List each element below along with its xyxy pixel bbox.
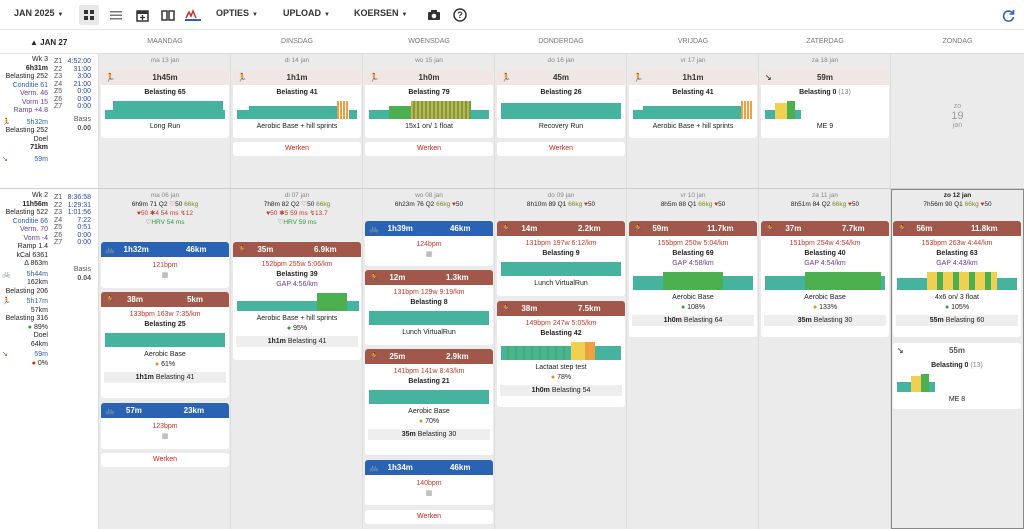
- help-icon[interactable]: ?: [450, 5, 470, 25]
- werken-button[interactable]: Werken: [233, 142, 361, 156]
- run-icon: 🏃: [105, 295, 115, 304]
- other-activity-icon: ↘: [765, 73, 772, 82]
- other-activity-icon: ↘: [2, 351, 8, 358]
- wellness-wed[interactable]: wo 08 jan 6h23m 76 Q2 66kg ♥50: [394, 192, 464, 208]
- day-header-wednesday: WOENSDAG: [408, 38, 450, 45]
- koersen-menu[interactable]: KOERSEN ▼: [354, 8, 408, 18]
- month-selector[interactable]: JAN 2025 ▼: [14, 8, 64, 18]
- werken-button[interactable]: Werken: [101, 453, 229, 467]
- werken-button[interactable]: Werken: [365, 142, 493, 156]
- week-summary-sidebar: Wk 3 6h31m Belasting 252 Conditie 61 Ver…: [0, 54, 99, 529]
- wellness-tue[interactable]: di 07 jan 7h8m 82 Q2 ♡50 66kg ♥50 ✱5 59 …: [263, 192, 331, 226]
- upload-menu[interactable]: UPLOAD ▼: [283, 8, 330, 18]
- day-date: do 16 jan: [547, 57, 575, 64]
- planned-workout-card[interactable]: 🏃 1h0m Belasting 79 15x1 on/ 1 float: [365, 70, 493, 138]
- activity-card-run[interactable]: 🏃 56m 11.8km 153bpm 263w 4:44/km Belasting…: [893, 221, 1021, 337]
- day-header-thursday: DONDERDAG: [538, 38, 584, 45]
- sunday-19-date: zo 19 jan: [951, 103, 964, 129]
- day-date: vr 17 jan: [680, 57, 706, 64]
- bike-icon: 🚲: [2, 270, 11, 278]
- planned-workout-card[interactable]: 🏃 1h1m Belasting 41 Aerobic Base + hill s…: [233, 70, 361, 138]
- list-view-icon[interactable]: [106, 5, 126, 25]
- wellness-mon[interactable]: ma 06 jan 6h9m 71 Q2 ♡50 66kg ♥50 ✱4 54 …: [131, 192, 199, 226]
- week-header: ▲ JAN 27 MAANDAG DINSDAG WOENSDAG DONDER…: [0, 30, 1024, 54]
- day-date: di 14 jan: [284, 57, 310, 64]
- activity-card-run[interactable]: 🏃 25m 2.9km 141bpm 141w 8:43/km Belasting …: [365, 349, 493, 455]
- week3-zone-times: 4:52:00 31:00 3:00 21:00 0:00 0:00 0:00: [67, 58, 91, 110]
- grid-view-icon[interactable]: [79, 5, 99, 25]
- other-activity-icon: ↘: [897, 346, 904, 355]
- activity-card-run[interactable]: 🏃 38m 7.5km 149bpm 247w 5:05/km Belasting …: [497, 301, 625, 407]
- planned-workout-card[interactable]: ↘ 55m Belasting 0 (13) ME 8: [893, 343, 1021, 409]
- activity-card-run[interactable]: 🏃 59m 11.7km 155bpm 250w 5:04/km Belasting…: [629, 221, 757, 337]
- activity-card-run[interactable]: 🏃 14m 2.2km 131bpm 197w 6:12/km Belasting …: [497, 221, 625, 296]
- check-icon: ●: [27, 323, 33, 331]
- day-header-monday: MAANDAG: [147, 38, 183, 45]
- svg-text:?: ?: [457, 10, 463, 20]
- options-menu[interactable]: OPTIES ▼: [216, 8, 258, 18]
- check-icon: ●: [154, 361, 160, 368]
- run-icon: 🏃: [2, 298, 11, 305]
- calendar-add-icon[interactable]: [132, 5, 152, 25]
- fail-icon: ●: [31, 359, 36, 367]
- activity-card-ride[interactable]: 🚲 1h39m 46km 124bpm ▦: [365, 221, 493, 266]
- activity-card-ride[interactable]: 🚲 1h32m 46km 121bpm ▦: [101, 242, 229, 288]
- toolbar: JAN 2025 ▼ OPTIES ▼ UPLOAD ▼ KOERSEN ▼ ?: [0, 0, 1024, 30]
- activity-card-run[interactable]: 🏃 37m 7.7km 151bpm 254w 4:54/km Belasting …: [761, 221, 889, 337]
- activity-card-run[interactable]: 🏃 38m 5km 133bpm 163w 7:35/km Belasting 25…: [101, 292, 229, 398]
- activity-card-ride[interactable]: 🚲 57m 23km 123bpm ▦: [101, 403, 229, 449]
- activity-card-ride[interactable]: 🚲 1h34m 46km 140bpm ▦: [365, 460, 493, 505]
- planned-workout-card[interactable]: 🏃 1h1m Belasting 41 Aerobic Base + hill s…: [629, 70, 757, 138]
- week3-summary[interactable]: Wk 3 6h31m Belasting 252 Conditie 61 Ver…: [2, 56, 48, 163]
- wellness-sun[interactable]: zo 12 jan 7h56m 90 Q1 66kg ♥50: [923, 192, 992, 208]
- map-icon: ▦: [161, 272, 169, 279]
- current-month-selector[interactable]: ▲ JAN 27: [30, 38, 68, 47]
- day-header-tuesday: DINSDAG: [281, 38, 313, 45]
- team-logo-icon[interactable]: [183, 5, 203, 25]
- planned-workout-card[interactable]: 🏃 45m Belasting 26 Recovery Run: [497, 70, 625, 138]
- day-date: za 18 jan: [811, 57, 839, 64]
- werken-button[interactable]: Werken: [365, 510, 493, 524]
- wellness-sat[interactable]: za 11 jan 8h51m 84 Q2 66kg ♥50: [790, 192, 860, 208]
- book-icon[interactable]: [158, 5, 178, 25]
- week2-zone-times: 8:36:58 1:29:31 1:01:56 7:22 0:51 0:00 0:00: [67, 194, 91, 246]
- planned-workout-card[interactable]: 🏃 1h45m Belasting 65 Long Run: [101, 70, 229, 138]
- werken-button[interactable]: Werken: [497, 142, 625, 156]
- week2-summary[interactable]: Wk 2 11h56m Belasting 522 Conditie 66 Ve…: [2, 192, 48, 367]
- refresh-icon[interactable]: [998, 5, 1018, 25]
- day-header-sunday: ZONDAG: [942, 38, 973, 45]
- day-date: wo 15 jan: [415, 57, 443, 64]
- day-header-friday: VRIJDAG: [677, 38, 709, 45]
- wellness-fri[interactable]: vr 10 jan 8h5m 88 Q1 66kg ♥50: [660, 192, 726, 208]
- run-icon: 🏃: [2, 118, 11, 126]
- activity-card-run[interactable]: 🏃 35m 6.9km 152bpm 255w 5:06/km Belasting …: [233, 242, 361, 360]
- bike-icon: 🚲: [105, 245, 115, 254]
- week-title: Wk 3: [32, 56, 48, 63]
- day-date: ma 13 jan: [150, 57, 180, 64]
- wellness-thu[interactable]: do 09 jan 8h10m 89 Q1 66kg ♥50: [526, 192, 596, 208]
- activity-card-run[interactable]: 🏃 12m 1.3km 131bpm 129w 9:19/km Belasting …: [365, 270, 493, 345]
- other-activity-icon: ↘: [2, 155, 8, 163]
- camera-icon[interactable]: [424, 5, 444, 25]
- run-icon: 🏃: [105, 73, 115, 82]
- planned-workout-card[interactable]: ↘ 59m Belasting 0 (13) ME 9: [761, 70, 889, 138]
- day-header-saturday: ZATERDAG: [806, 38, 844, 45]
